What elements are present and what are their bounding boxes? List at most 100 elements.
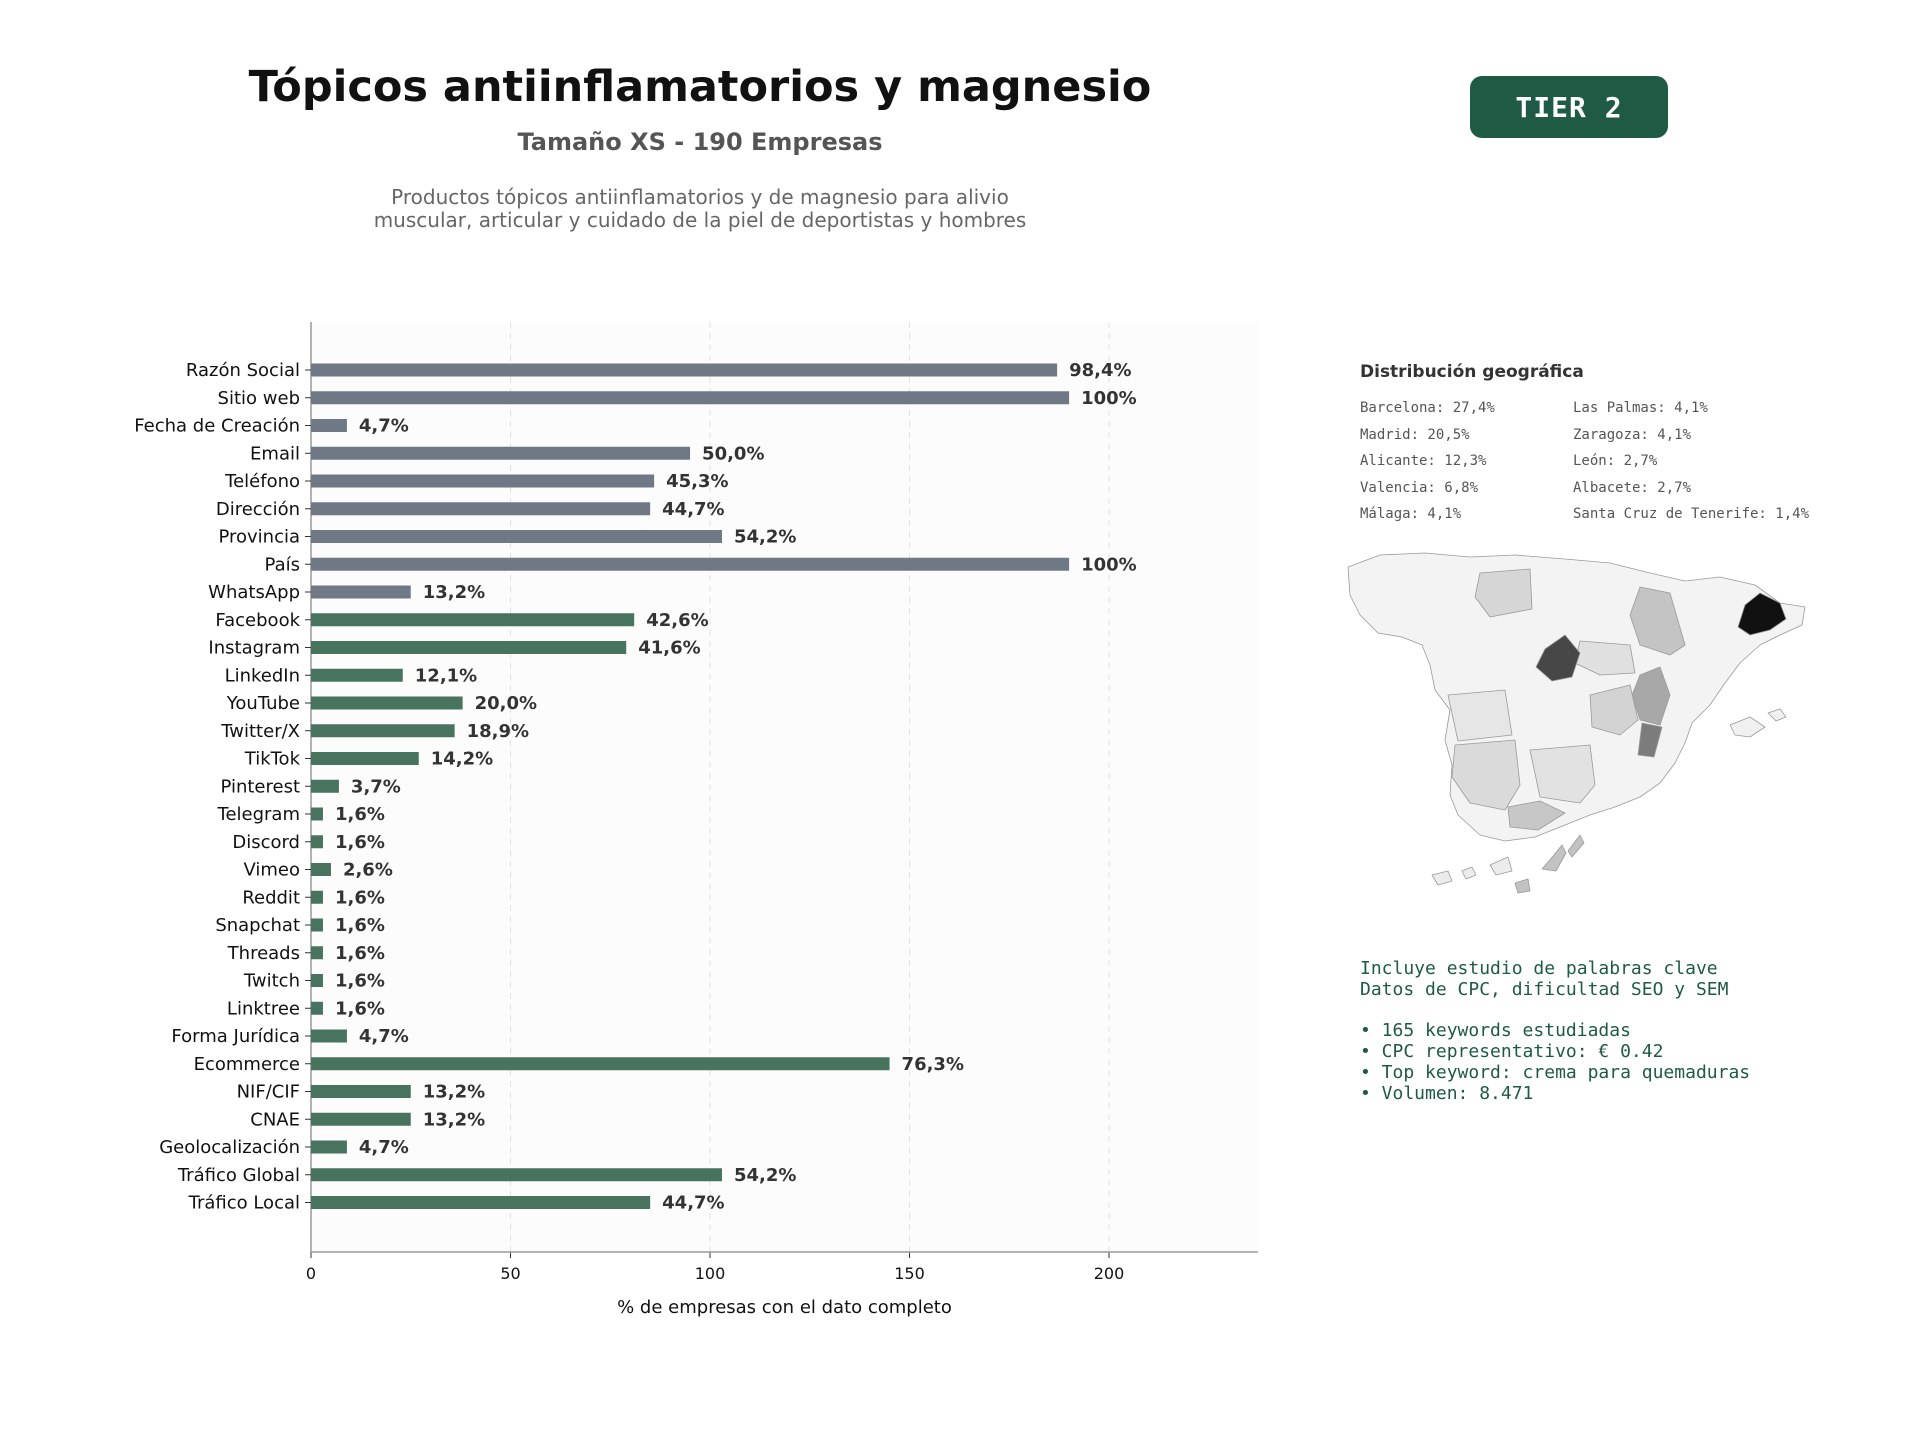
map-region-tenerife	[1431, 856, 1513, 886]
bar	[311, 1057, 890, 1071]
bar	[311, 1029, 347, 1043]
bar	[311, 696, 463, 710]
page-subtitle: Tamaño XS - 190 Empresas	[517, 128, 883, 156]
map-region-malaga	[1507, 800, 1566, 831]
category-label: Threads	[227, 943, 300, 964]
data-label: 54,2%	[734, 1165, 796, 1186]
bar	[311, 419, 347, 432]
bar	[311, 502, 651, 516]
category-label: LinkedIn	[225, 665, 300, 686]
category-label: Dirección	[216, 499, 300, 520]
category-label: Snapchat	[215, 915, 300, 936]
bar	[311, 807, 323, 821]
data-label: 20,0%	[475, 693, 537, 714]
map-region-leon	[1474, 568, 1533, 618]
page-title: Tópicos antiinflamatorios y magnesio	[248, 62, 1152, 112]
category-label: Twitter/X	[220, 721, 300, 742]
geo-list-left: Barcelona: 27,4% Madrid: 20,5% Alicante:…	[1360, 398, 1495, 531]
bar	[311, 363, 1058, 377]
keywords-line-2: Datos de CPC, dificultad SEO y SEM	[1360, 979, 1729, 1000]
bar	[311, 918, 323, 932]
bar	[311, 1140, 347, 1154]
bar	[311, 1168, 722, 1182]
data-label: 1,6%	[335, 832, 385, 853]
category-label: Linktree	[227, 998, 300, 1019]
bar	[311, 530, 722, 543]
geo-item: Zaragoza: 4,1%	[1573, 426, 1692, 443]
data-label: 44,7%	[662, 1193, 724, 1214]
x-tick-label: 150	[894, 1264, 925, 1283]
category-label: Reddit	[242, 887, 300, 908]
bar	[311, 557, 1070, 571]
data-label: 2,6%	[343, 860, 393, 881]
x-tick-label: 50	[500, 1264, 520, 1283]
map-region-baleares	[1729, 708, 1787, 738]
data-label: 1,6%	[335, 971, 385, 992]
x-tick-label: 100	[695, 1264, 726, 1283]
geo-item: Las Palmas: 4,1%	[1573, 400, 1708, 416]
geo-list-right: Las Palmas: 4,1% Zaragoza: 4,1% León: 2,…	[1573, 398, 1809, 531]
data-label: 100%	[1081, 388, 1137, 409]
geo-title: Distribución geográfica	[1360, 362, 1584, 382]
data-label: 13,2%	[423, 582, 485, 603]
category-label: Tráfico Global	[177, 1165, 300, 1186]
x-tick-label: 200	[1094, 1264, 1125, 1283]
description-line-1: Productos tópicos antiinflamatorios y de…	[391, 185, 1009, 209]
category-label: Provincia	[218, 527, 300, 548]
category-label: País	[265, 554, 300, 575]
data-label: 4,7%	[359, 1137, 409, 1158]
geo-item: León: 2,7%	[1573, 453, 1658, 469]
data-label: 42,6%	[646, 610, 708, 631]
category-label: Forma Jurídica	[171, 1026, 300, 1047]
category-label: Sitio web	[218, 388, 300, 409]
data-label: 50,0%	[702, 443, 764, 464]
data-label: 13,2%	[423, 1109, 485, 1130]
geo-item: Barcelona: 27,4%	[1360, 400, 1495, 416]
data-label: 41,6%	[638, 638, 700, 659]
bar	[311, 724, 455, 738]
bar	[311, 474, 655, 488]
category-label: WhatsApp	[208, 582, 300, 603]
bar	[311, 779, 339, 793]
keywords-item: • 165 keywords estudiadas	[1360, 1020, 1631, 1041]
bar	[311, 613, 635, 627]
category-label: Geolocalización	[159, 1137, 300, 1158]
page-description: Productos tópicos antiinflamatorios y de…	[200, 186, 1200, 232]
bar	[311, 668, 403, 682]
data-label: 18,9%	[467, 721, 529, 742]
data-label: 1,6%	[335, 804, 385, 825]
category-label: Discord	[232, 832, 300, 853]
x-axis-label: % de empresas con el dato completo	[617, 1297, 952, 1318]
category-label: Facebook	[215, 610, 300, 631]
map-region-barcelona	[1737, 592, 1787, 636]
description-line-2: muscular, articular y cuidado de la piel…	[373, 208, 1027, 232]
bar	[311, 585, 411, 599]
map-region-andalucia-west	[1451, 739, 1521, 811]
bar	[311, 835, 323, 849]
spain-choropleth-map	[1347, 552, 1806, 894]
data-label: 44,7%	[662, 499, 724, 520]
geo-item: Albacete: 2,7%	[1573, 479, 1692, 496]
data-label: 3,7%	[351, 776, 401, 797]
map-region-extremadura	[1447, 689, 1513, 742]
keywords-line-1: Incluye estudio de palabras clave	[1360, 958, 1718, 979]
bar	[311, 946, 323, 960]
category-label: CNAE	[250, 1109, 300, 1130]
geo-item: Alicante: 12,3%	[1360, 453, 1487, 469]
bar	[311, 1196, 651, 1209]
data-label: 100%	[1081, 554, 1137, 575]
keywords-item: • CPC representativo: € 0.42	[1360, 1041, 1664, 1062]
category-label: Razón Social	[186, 360, 300, 381]
category-label: NIF/CIF	[237, 1082, 300, 1103]
keywords-info: Incluye estudio de palabras clave Datos …	[1360, 958, 1750, 1104]
geo-item: Madrid: 20,5%	[1360, 426, 1470, 443]
bar	[311, 974, 323, 987]
data-label: 14,2%	[431, 749, 493, 770]
map-region-las-palmas	[1514, 834, 1585, 894]
bar	[311, 1085, 411, 1098]
keywords-item: • Volumen: 8.471	[1360, 1083, 1534, 1104]
map-region-andalucia-east	[1529, 744, 1596, 804]
category-label: YouTube	[226, 693, 300, 714]
x-tick-label: 0	[306, 1264, 316, 1283]
geo-item: Santa Cruz de Tenerife: 1,4%	[1573, 506, 1810, 522]
